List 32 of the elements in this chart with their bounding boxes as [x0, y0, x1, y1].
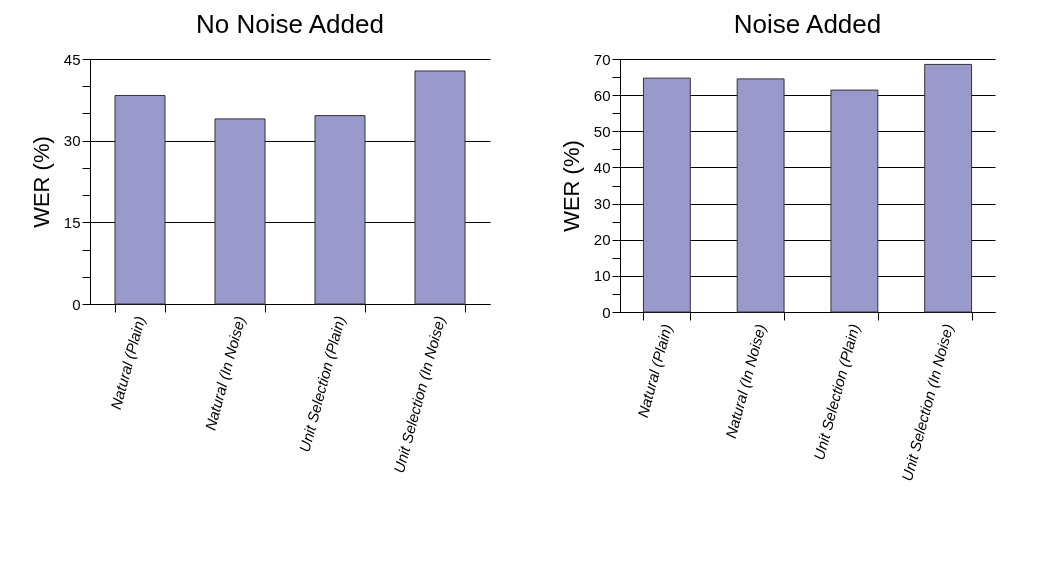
y-tick-label: 70 [593, 50, 611, 68]
y-tick-label: 60 [593, 86, 611, 104]
bar [314, 115, 366, 305]
bar [414, 70, 466, 305]
y-tick-label: 0 [602, 303, 611, 321]
y-tick-label: 30 [593, 195, 611, 213]
x-tick-label: Natural (In Noise) [201, 314, 249, 433]
x-tick-label: Unit Selection (Plain) [295, 314, 349, 454]
y-tick-label: 15 [63, 213, 81, 231]
chart-title: No Noise Added [196, 9, 384, 39]
bar [924, 63, 973, 313]
x-tick-label: Unit Selection (Plain) [809, 322, 863, 462]
chart-title: Noise Added [733, 9, 882, 39]
bar [114, 94, 166, 305]
y-tick-label: 45 [63, 50, 81, 68]
y-axis-title: WER (%) [558, 140, 584, 232]
bar [642, 77, 691, 313]
y-tick-label: 10 [593, 267, 611, 285]
bar [736, 78, 785, 313]
y-tick-label: 30 [63, 132, 81, 150]
y-axis-title: WER (%) [28, 136, 54, 228]
x-tick-label: Unit Selection (In Noise) [898, 322, 957, 483]
y-tick-label: 50 [593, 122, 611, 140]
x-tick-label: Natural (Plain) [633, 322, 676, 420]
y-tick-label: 20 [593, 231, 611, 249]
x-tick-label: Unit Selection (In Noise) [389, 314, 449, 475]
bar [214, 118, 266, 305]
x-tick-label: Natural (Plain) [106, 314, 149, 412]
y-tick-label: 0 [72, 295, 81, 313]
x-tick-label: Natural (In Noise) [722, 322, 769, 441]
bar [830, 89, 879, 313]
y-tick-label: 40 [593, 158, 611, 176]
